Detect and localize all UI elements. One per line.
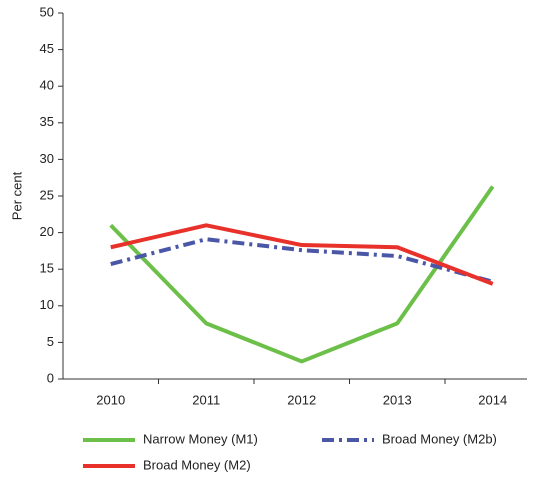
- y-axis-label: Per cent: [9, 171, 24, 220]
- y-tick-label: 10: [40, 297, 54, 312]
- x-tick-label: 2010: [96, 392, 125, 407]
- y-tick-label: 20: [40, 224, 54, 239]
- legend-label: Narrow Money (M1): [143, 431, 258, 446]
- legend-label: Broad Money (M2b): [382, 431, 497, 446]
- y-tick-label: 5: [47, 334, 54, 349]
- x-tick-label: 2011: [192, 392, 220, 407]
- y-tick-label: 0: [47, 370, 54, 385]
- line-series: [110, 223, 494, 286]
- x-tick-label: 2014: [478, 392, 507, 407]
- x-tick-label: 2012: [287, 392, 316, 407]
- x-tick-label: 2013: [383, 392, 412, 407]
- y-tick-label: 50: [40, 4, 54, 19]
- line-series: [110, 237, 494, 284]
- y-tick-label: 40: [40, 78, 54, 93]
- y-tick-label: 15: [40, 261, 54, 276]
- y-tick-label: 30: [40, 151, 54, 166]
- y-tick-label: 45: [40, 41, 54, 56]
- y-tick-label: 25: [40, 187, 54, 202]
- line-series: [109, 185, 495, 364]
- y-tick-label: 35: [40, 114, 54, 129]
- legend-label: Broad Money (M2): [143, 457, 251, 472]
